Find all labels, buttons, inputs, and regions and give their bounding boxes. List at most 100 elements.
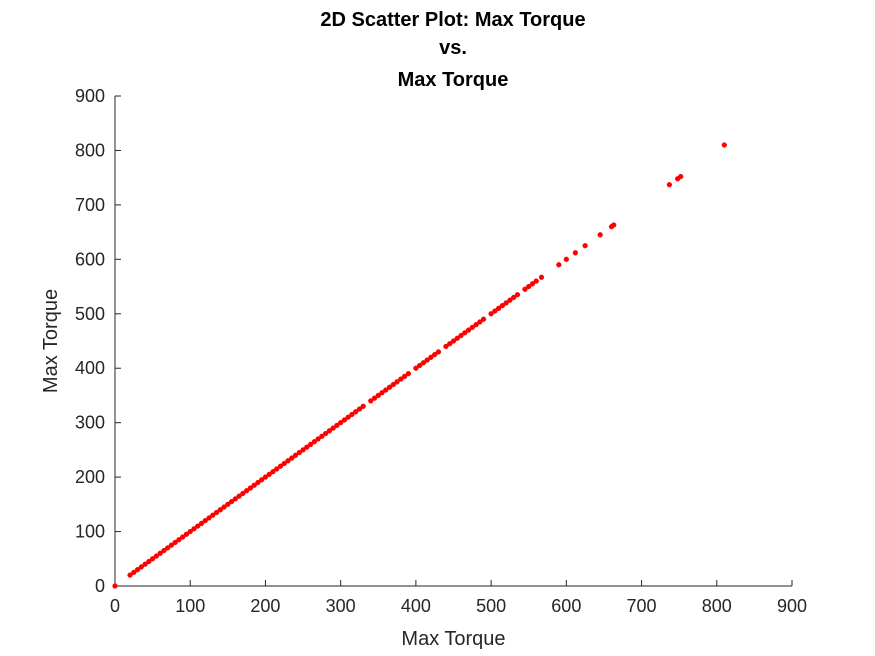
data-point <box>443 343 449 350</box>
data-point <box>198 520 205 527</box>
data-point <box>277 463 284 469</box>
data-point <box>296 449 302 456</box>
data-point <box>488 311 494 317</box>
data-point <box>161 547 167 554</box>
data-point <box>597 232 603 238</box>
data-point <box>349 411 355 418</box>
data-point <box>191 526 197 532</box>
y-tick-label: 900 <box>75 86 105 106</box>
data-point <box>514 292 521 298</box>
data-point <box>247 485 254 491</box>
data-point <box>477 319 483 325</box>
data-point <box>345 414 351 420</box>
data-point <box>307 441 314 448</box>
data-point <box>315 436 321 442</box>
data-point <box>127 572 133 578</box>
data-point <box>563 256 569 262</box>
y-tick-label: 0 <box>95 576 105 596</box>
data-point <box>465 327 472 333</box>
y-tick-label: 700 <box>75 195 105 215</box>
data-point <box>522 286 528 292</box>
data-point <box>221 504 227 510</box>
y-tick-label: 600 <box>75 249 105 269</box>
data-point <box>447 341 453 347</box>
x-tick-label: 400 <box>401 596 431 616</box>
x-tick-label: 100 <box>175 596 205 616</box>
chart-title-line-1: 2D Scatter Plot: Max Torque <box>320 9 585 31</box>
data-point <box>138 564 144 570</box>
data-point <box>379 390 385 396</box>
data-point <box>243 488 250 494</box>
chart-title-line-2: vs. <box>439 37 467 59</box>
x-tick-label: 0 <box>110 596 120 616</box>
data-point <box>232 496 239 502</box>
data-point <box>341 417 348 423</box>
data-point <box>300 447 306 453</box>
data-point <box>326 428 333 434</box>
data-point <box>289 455 295 461</box>
data-point <box>217 507 223 513</box>
data-point <box>255 479 261 486</box>
data-point <box>353 409 359 415</box>
data-point <box>368 398 374 404</box>
data-point <box>371 395 378 401</box>
x-tick-label: 900 <box>777 596 807 616</box>
data-point <box>529 281 536 287</box>
data-point <box>473 322 479 328</box>
data-point <box>172 539 178 546</box>
data-point <box>450 338 457 344</box>
data-point <box>281 460 287 467</box>
x-tick-label: 600 <box>551 596 581 616</box>
data-point <box>153 553 160 559</box>
data-point <box>420 360 427 366</box>
data-point <box>210 512 216 518</box>
data-point <box>394 379 400 385</box>
data-point <box>383 387 389 393</box>
data-point <box>285 458 291 464</box>
x-tick-label: 200 <box>250 596 280 616</box>
x-tick-label: 800 <box>702 596 732 616</box>
y-tick-label: 200 <box>75 467 105 487</box>
data-point <box>526 283 532 290</box>
data-point <box>262 474 269 480</box>
data-point <box>213 509 220 516</box>
data-point <box>435 349 442 355</box>
data-point <box>195 523 201 529</box>
data-point <box>721 142 727 148</box>
data-point <box>666 182 673 188</box>
data-point <box>266 471 272 478</box>
data-point <box>131 569 137 576</box>
data-point <box>678 173 684 180</box>
data-point <box>503 300 509 306</box>
data-point <box>168 542 175 548</box>
data-point <box>375 392 381 399</box>
data-point <box>202 518 208 524</box>
data-point <box>432 351 438 358</box>
data-point <box>499 302 506 309</box>
data-point <box>142 561 148 567</box>
data-point <box>398 376 404 382</box>
data-point <box>149 556 156 562</box>
data-point <box>330 425 336 431</box>
data-point <box>292 452 299 458</box>
y-tick-label: 300 <box>75 413 105 433</box>
data-point <box>319 433 325 439</box>
data-point <box>311 439 317 445</box>
data-point <box>206 515 212 521</box>
data-point <box>454 335 460 341</box>
data-point <box>390 381 396 388</box>
data-point <box>428 354 434 360</box>
data-point <box>462 330 468 336</box>
data-point <box>304 444 310 450</box>
data-point <box>225 501 231 507</box>
y-axis-label: Max Torque <box>40 289 62 393</box>
data-point <box>458 332 464 339</box>
data-point <box>112 583 118 589</box>
data-point <box>270 469 276 475</box>
data-point <box>538 274 545 280</box>
axis-labels: Max Torque Max Torque <box>40 289 506 650</box>
x-tick-label: 500 <box>476 596 506 616</box>
data-point <box>176 537 182 543</box>
